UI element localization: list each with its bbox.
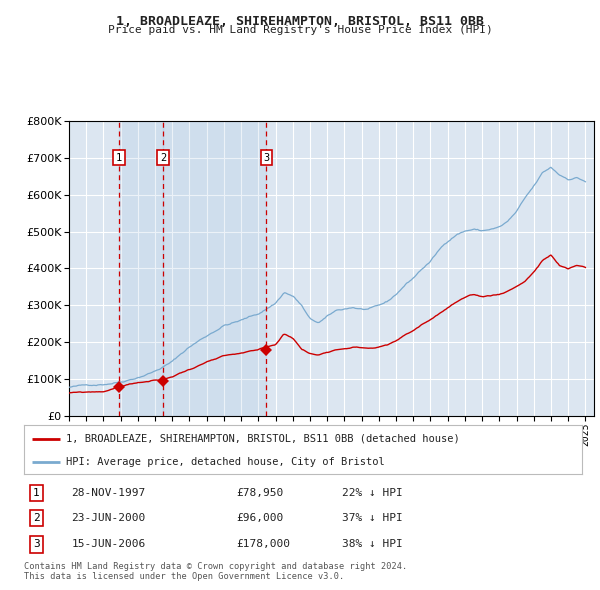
- Text: Price paid vs. HM Land Registry's House Price Index (HPI): Price paid vs. HM Land Registry's House …: [107, 25, 493, 35]
- Text: Contains HM Land Registry data © Crown copyright and database right 2024.
This d: Contains HM Land Registry data © Crown c…: [24, 562, 407, 581]
- Text: 37% ↓ HPI: 37% ↓ HPI: [342, 513, 403, 523]
- Text: 1, BROADLEAZE, SHIREHAMPTON, BRISTOL, BS11 0BB (detached house): 1, BROADLEAZE, SHIREHAMPTON, BRISTOL, BS…: [66, 434, 460, 444]
- Text: £78,950: £78,950: [236, 489, 283, 498]
- Text: 2: 2: [160, 153, 166, 163]
- Text: 3: 3: [263, 153, 269, 163]
- Text: 28-NOV-1997: 28-NOV-1997: [71, 489, 146, 498]
- Text: HPI: Average price, detached house, City of Bristol: HPI: Average price, detached house, City…: [66, 457, 385, 467]
- Bar: [163, 121, 266, 416]
- Text: £96,000: £96,000: [236, 513, 283, 523]
- Text: 22% ↓ HPI: 22% ↓ HPI: [342, 489, 403, 498]
- Text: 1: 1: [116, 153, 122, 163]
- Text: 38% ↓ HPI: 38% ↓ HPI: [342, 539, 403, 549]
- Text: 1, BROADLEAZE, SHIREHAMPTON, BRISTOL, BS11 0BB: 1, BROADLEAZE, SHIREHAMPTON, BRISTOL, BS…: [116, 15, 484, 28]
- Text: 1: 1: [33, 489, 40, 498]
- Text: 3: 3: [33, 539, 40, 549]
- Text: 2: 2: [33, 513, 40, 523]
- Bar: [119, 121, 163, 416]
- Text: 15-JUN-2006: 15-JUN-2006: [71, 539, 146, 549]
- Text: 23-JUN-2000: 23-JUN-2000: [71, 513, 146, 523]
- Text: £178,000: £178,000: [236, 539, 290, 549]
